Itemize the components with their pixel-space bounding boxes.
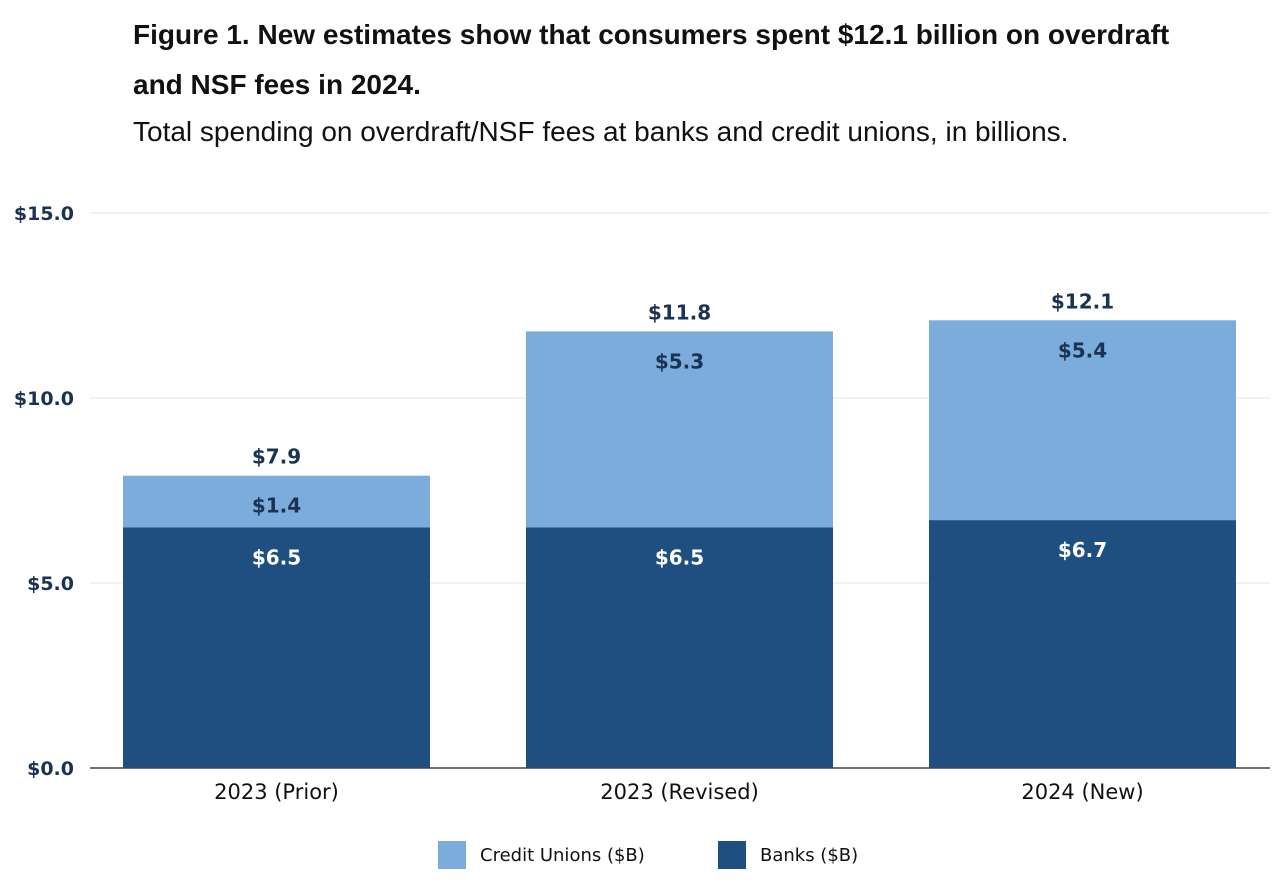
data-labels: $6.5 $1.4 $7.9 $6.5 $5.3 $11.8 $6.7 $5.4 $12.1: [252, 289, 1114, 569]
segment-value-label: $6.7: [1058, 538, 1107, 562]
bar-segment: [123, 527, 430, 768]
y-tick-label: $15.0: [14, 203, 74, 225]
chart-title: Figure 1. New estimates show that consum…: [133, 19, 1170, 100]
legend-swatch: [718, 841, 746, 869]
y-tick-label: $0.0: [27, 758, 74, 780]
legend-label: Banks ($B): [760, 845, 858, 866]
segment-value-label: $5.3: [655, 349, 704, 373]
bars: [123, 320, 1236, 768]
bar-segment: [929, 320, 1236, 521]
segment-value-label: $6.5: [655, 546, 704, 570]
x-tick-label: 2023 (Prior): [214, 780, 339, 804]
segment-value-label: $5.4: [1058, 338, 1107, 362]
x-tick-label: 2024 (New): [1021, 780, 1143, 804]
bar-segment: [929, 520, 1236, 768]
total-value-label: $12.1: [1051, 289, 1114, 313]
legend: Credit Unions ($B) Banks ($B): [438, 841, 858, 869]
y-tick-label: $10.0: [14, 388, 74, 410]
bar-segment: [526, 331, 833, 528]
legend-label: Credit Unions ($B): [480, 845, 645, 866]
axes: $0.0 $5.0 $10.0 $15.0 2023 (Prior) 2023 (Revi…: [14, 203, 1270, 804]
legend-swatch: [438, 841, 466, 869]
y-tick-label: $5.0: [27, 573, 74, 595]
bar-segment: [123, 475, 430, 528]
chart-subtitle: Total spending on overdraft/NSF fees at …: [133, 116, 1069, 147]
segment-value-label: $6.5: [252, 546, 301, 570]
total-value-label: $7.9: [252, 445, 301, 469]
x-tick-label: 2023 (Revised): [600, 780, 759, 804]
bar-segment: [526, 527, 833, 768]
segment-value-label: $1.4: [252, 494, 301, 518]
total-value-label: $11.8: [648, 300, 711, 324]
